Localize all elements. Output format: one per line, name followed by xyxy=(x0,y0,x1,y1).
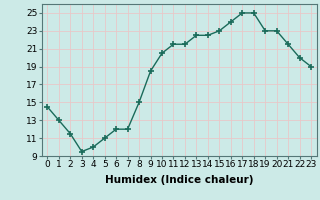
X-axis label: Humidex (Indice chaleur): Humidex (Indice chaleur) xyxy=(105,175,253,185)
